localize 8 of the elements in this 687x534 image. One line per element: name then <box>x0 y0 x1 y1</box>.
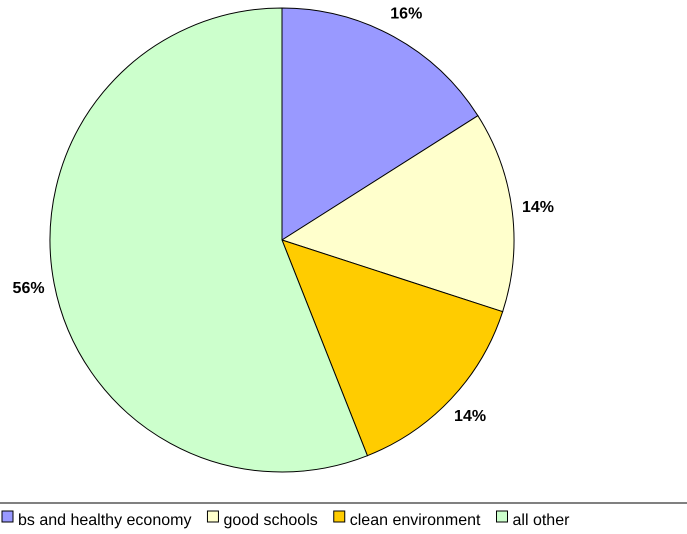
legend-label: bs and healthy economy <box>18 512 192 530</box>
legend-label: clean environment <box>350 512 482 530</box>
data-label: 14% <box>522 199 554 216</box>
data-label: 14% <box>454 408 486 426</box>
data-label: 16% <box>390 5 422 22</box>
legend-label: good schools <box>223 512 318 530</box>
legend-label: all other <box>512 512 570 530</box>
data-label: 56% <box>12 280 45 297</box>
